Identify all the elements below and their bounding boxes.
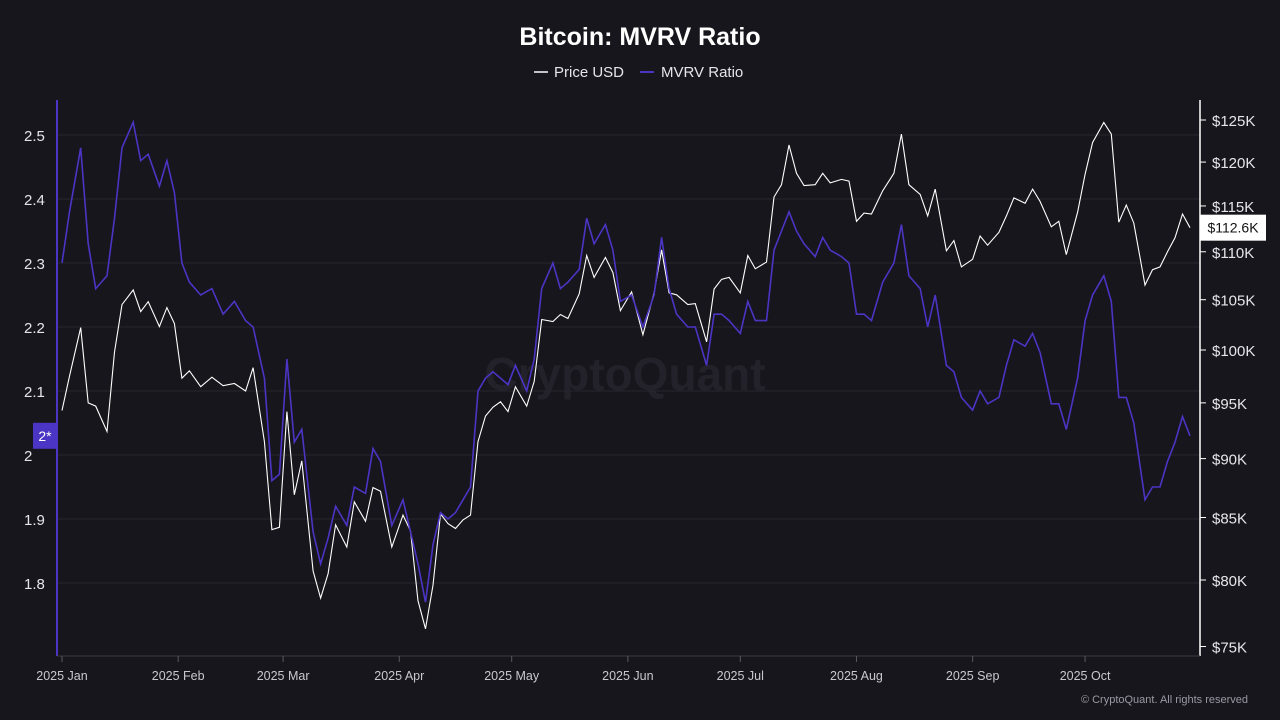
x-tick-label: 2025 May: [484, 669, 540, 683]
current-price-box: [1200, 214, 1266, 241]
left-axis-marker-box: [33, 422, 57, 449]
right-tick-label: $80K: [1212, 573, 1247, 590]
left-tick-label: 2.3: [24, 256, 45, 273]
left-tick-label: 2.4: [24, 192, 45, 209]
x-tick-label: 2025 Jan: [36, 669, 87, 683]
x-tick-label: 2025 Jul: [717, 669, 764, 683]
legend: Price USD MVRV Ratio: [534, 64, 743, 81]
right-tick-label: $120K: [1212, 155, 1255, 172]
right-tick-label: $105K: [1212, 293, 1255, 310]
legend-label-price: Price USD: [554, 64, 624, 81]
right-tick-label: $95K: [1212, 396, 1247, 413]
x-tick-label: 2025 Feb: [152, 669, 205, 683]
x-tick-label: 2025 Aug: [830, 669, 883, 683]
series-line-price: [61, 121, 1191, 629]
current-price-label: $112.6K: [1207, 220, 1259, 236]
chart-title: Bitcoin: MVRV Ratio: [519, 23, 760, 51]
series-line-mvrv: [61, 119, 1191, 603]
right-tick-label: $85K: [1212, 511, 1247, 528]
right-tick-label: $90K: [1212, 452, 1247, 469]
right-tick-label: $115K: [1212, 199, 1254, 216]
legend-item-mvrv[interactable]: MVRV Ratio: [640, 64, 743, 81]
right-tick-label: $100K: [1212, 343, 1255, 360]
left-tick-label: 1.9: [24, 512, 45, 529]
left-axis-marker-label: 2*: [38, 428, 52, 444]
x-tick-label: 2025 Oct: [1060, 669, 1111, 683]
grid: [57, 134, 1200, 584]
x-axis-ticks: 2025 Jan 2025 Feb 2025 Mar 2025 Apr 2025 May…: [36, 656, 1111, 683]
left-tick-label: 2.5: [24, 128, 45, 145]
right-tick-label: $75K: [1212, 640, 1247, 657]
right-tick-label: $110K: [1212, 245, 1254, 262]
copyright-text: © CryptoQuant. All rights reserved: [1081, 694, 1248, 706]
left-tick-label: 2.2: [24, 320, 45, 337]
x-tick-label: 2025 Apr: [374, 669, 424, 683]
left-tick-label: 2.1: [24, 384, 45, 401]
left-tick-label: 2: [24, 448, 32, 465]
right-axis-ticks: $75K $80K $85K $90K $95K $100K $105K $110K $115K…: [1200, 113, 1255, 657]
x-tick-label: 2025 Sep: [946, 669, 1000, 683]
left-tick-label: 1.8: [24, 576, 45, 593]
x-tick-label: 2025 Mar: [257, 669, 310, 683]
x-tick-label: 2025 Jun: [602, 669, 653, 683]
legend-item-price[interactable]: Price USD: [534, 64, 624, 81]
right-tick-label: $125K: [1212, 113, 1255, 130]
left-axis-marker: 2*: [33, 422, 57, 449]
left-axis-ticks: 1.8 1.9 2 2.1 2.2 2.3 2.4 2.5: [24, 128, 45, 593]
legend-label-mvrv: MVRV Ratio: [661, 64, 743, 81]
current-price-marker: $112.6K: [1200, 214, 1266, 241]
